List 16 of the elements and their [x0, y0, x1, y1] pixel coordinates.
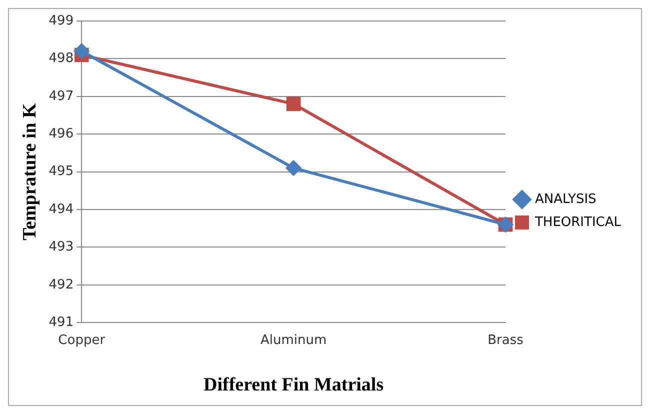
y-tick-label: 491	[48, 314, 74, 330]
legend-label: ANALYSIS	[534, 192, 596, 207]
y-tick-label: 495	[48, 164, 74, 180]
x-tick-label: Copper	[58, 332, 106, 348]
y-tick-label: 493	[48, 240, 74, 255]
y-tick-label: 499	[48, 13, 74, 28]
y-tick-label: 496	[48, 126, 74, 142]
y-tick-label: 494	[48, 202, 74, 217]
y-tick-label: 497	[48, 88, 74, 104]
legend-label: THEORITICAL	[534, 214, 622, 230]
y-tick-label: 492	[48, 277, 74, 292]
x-tick-label: Brass	[488, 332, 524, 348]
x-axis-title: Different Fin Matrials	[203, 374, 384, 396]
x-tick-label: Aluminum	[260, 332, 327, 348]
y-axis-title: Temprature in K	[19, 102, 40, 240]
y-tick-label: 498	[48, 51, 74, 66]
